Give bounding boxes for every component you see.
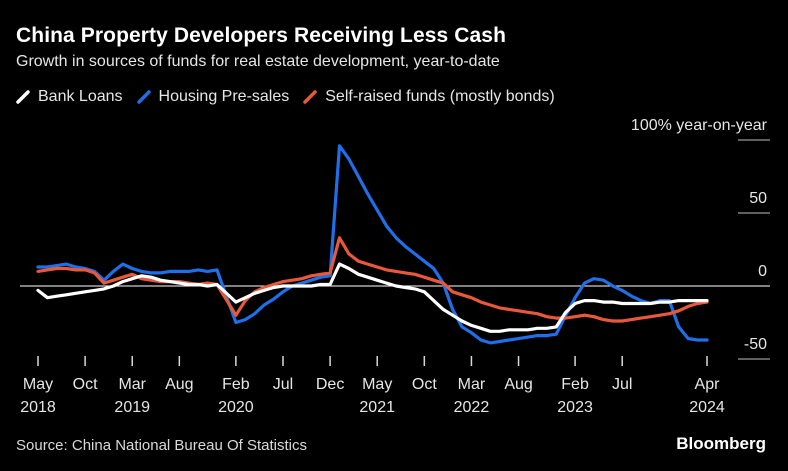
x-tick-label: Jul bbox=[273, 376, 293, 393]
x-tick-label: Oct bbox=[412, 376, 437, 393]
x-tick-label: May bbox=[23, 376, 53, 393]
x-tick-label: Aug bbox=[504, 376, 532, 393]
y-tick-label: 50 bbox=[749, 190, 767, 207]
legend-swatch-housing-presales-icon bbox=[136, 90, 151, 104]
x-tick-label: Feb bbox=[222, 376, 250, 393]
series-line-housing-pre-sales bbox=[36, 144, 709, 345]
y-tick-label: 0 bbox=[758, 263, 767, 280]
chart-title: China Property Developers Receiving Less… bbox=[16, 24, 507, 47]
legend-swatch-self-raised-icon bbox=[303, 90, 317, 104]
x-tick-label: Dec bbox=[316, 376, 344, 393]
series-line-self-raised-funds-mostly-bonds bbox=[36, 236, 709, 323]
legend-label-bank-loans: Bank Loans bbox=[38, 88, 123, 105]
x-tick-year-label: 2024 bbox=[689, 399, 725, 416]
x-tick-year-label: 2018 bbox=[20, 399, 56, 416]
x-tick-label: Mar bbox=[118, 376, 146, 393]
y-tick-label: -50 bbox=[744, 336, 767, 353]
x-tick-year-label: 2022 bbox=[454, 399, 490, 416]
x-tick-label: Mar bbox=[458, 376, 486, 393]
x-tick-label: Aug bbox=[165, 376, 193, 393]
chart-subtitle: Growth in sources of funds for real esta… bbox=[16, 53, 500, 70]
x-tick-year-label: 2021 bbox=[359, 399, 395, 416]
legend-item-self-raised: Self-raised funds (mostly bonds) bbox=[303, 88, 555, 106]
source-note: Source: China National Bureau Of Statist… bbox=[16, 437, 307, 454]
bloomberg-logo: Bloomberg bbox=[676, 434, 766, 453]
legend-item-housing-presales: Housing Pre-sales bbox=[136, 88, 290, 106]
legend-label-housing-presales: Housing Pre-sales bbox=[158, 88, 290, 105]
x-tick-year-label: 2023 bbox=[557, 399, 593, 416]
x-tick-label: Oct bbox=[73, 376, 98, 393]
x-tick-year-label: 2020 bbox=[218, 399, 254, 416]
legend-item-bank-loans: Bank Loans bbox=[16, 88, 123, 106]
x-tick-label: May bbox=[362, 376, 392, 393]
series-line-bank-loans bbox=[36, 262, 709, 333]
chart-legend: Bank Loans Housing Pre-sales Self-raised… bbox=[16, 88, 569, 106]
y-tick-label: 100% year-on-year bbox=[631, 117, 768, 134]
x-tick-label: Apr bbox=[695, 376, 721, 393]
x-tick-year-label: 2019 bbox=[114, 399, 150, 416]
legend-label-self-raised: Self-raised funds (mostly bonds) bbox=[325, 88, 555, 105]
x-tick-label: Feb bbox=[561, 376, 589, 393]
x-tick-label: Jul bbox=[612, 376, 632, 393]
legend-swatch-bank-loans-icon bbox=[16, 90, 30, 104]
